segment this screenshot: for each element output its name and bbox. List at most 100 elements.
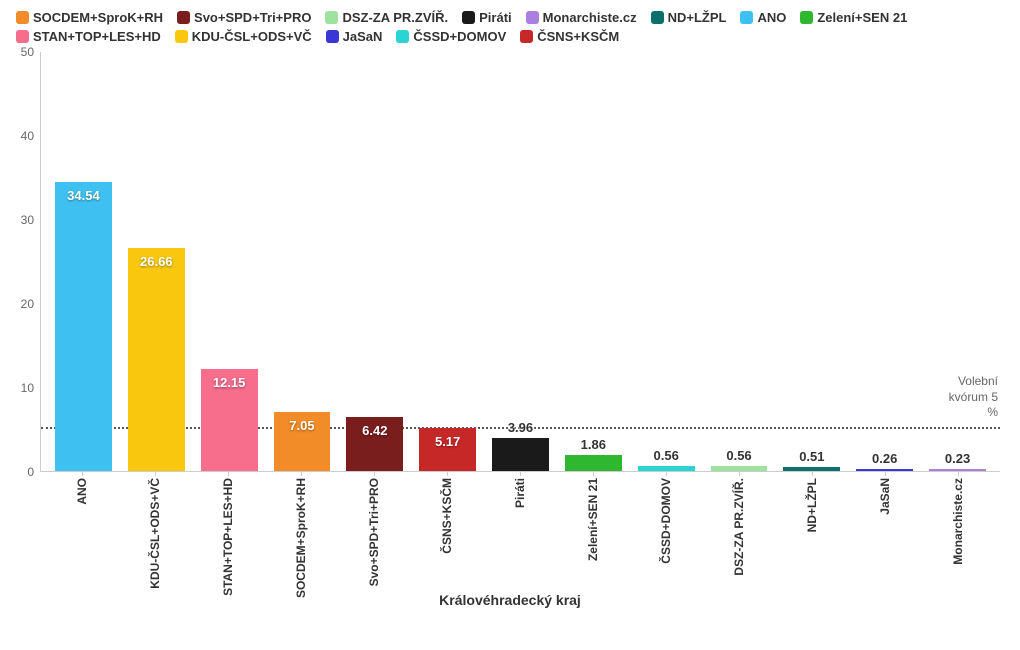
legend-item[interactable]: ANO xyxy=(740,10,786,25)
legend-swatch xyxy=(740,11,753,24)
legend-label: ČSNS+KSČM xyxy=(537,29,619,44)
bar[interactable]: 3.96 xyxy=(492,438,549,471)
x-label-slot: ČSSD+DOMOV xyxy=(629,472,702,592)
legend-swatch xyxy=(462,11,475,24)
bar-slot: 3.96 xyxy=(484,52,557,471)
bar[interactable]: 7.05 xyxy=(274,412,331,471)
bar-value-label: 5.17 xyxy=(435,434,460,449)
x-tick xyxy=(666,471,667,476)
x-label-slot: Svo+SPD+Tri+PRO xyxy=(338,472,411,592)
x-axis-label: STAN+TOP+LES+HD xyxy=(221,478,235,596)
bar-value-label: 0.56 xyxy=(654,448,679,463)
y-tick-label: 40 xyxy=(21,129,34,143)
legend: SOCDEM+SproK+RH Svo+SPD+Tri+PRO DSZ-ZA PR.… xyxy=(10,10,1010,44)
bar-value-label: 3.96 xyxy=(508,420,533,435)
x-tick xyxy=(958,471,959,476)
bar-value-label: 0.26 xyxy=(872,451,897,466)
legend-swatch xyxy=(16,11,29,24)
bar[interactable]: 12.15 xyxy=(201,369,258,471)
legend-swatch xyxy=(177,11,190,24)
bars-container: 34.5426.6612.157.056.425.173.961.860.560… xyxy=(41,52,1000,471)
legend-label: ANO xyxy=(757,10,786,25)
legend-label: SOCDEM+SproK+RH xyxy=(33,10,163,25)
bar[interactable]: 6.42 xyxy=(346,417,403,471)
y-tick-label: 50 xyxy=(21,45,34,59)
bar[interactable]: 26.66 xyxy=(128,248,185,471)
x-label-slot: STAN+TOP+LES+HD xyxy=(192,472,265,592)
legend-item[interactable]: Zelení+SEN 21 xyxy=(800,10,907,25)
legend-item[interactable]: KDU-ČSL+ODS+VČ xyxy=(175,29,312,44)
bar-slot: 1.86 xyxy=(557,52,630,471)
legend-swatch xyxy=(526,11,539,24)
bar-slot: 0.26 xyxy=(848,52,921,471)
y-tick-label: 20 xyxy=(21,297,34,311)
legend-label: Piráti xyxy=(479,10,512,25)
y-tick-label: 0 xyxy=(27,465,34,479)
legend-item[interactable]: ČSSD+DOMOV xyxy=(396,29,506,44)
x-tick xyxy=(885,471,886,476)
bar[interactable]: 5.17 xyxy=(419,428,476,471)
x-label-slot: Piráti xyxy=(484,472,557,592)
bar-value-label: 12.15 xyxy=(213,375,246,390)
x-label-slot: DSZ-ZA PR.ZVÍŘ. xyxy=(702,472,775,592)
bar-slot: 26.66 xyxy=(120,52,193,471)
x-axis-title: Královéhradecký kraj xyxy=(10,592,1010,608)
y-axis: 01020304050 xyxy=(12,52,40,472)
bar-slot: 12.15 xyxy=(193,52,266,471)
bar-value-label: 0.56 xyxy=(726,448,751,463)
x-tick xyxy=(228,471,229,476)
legend-item[interactable]: Monarchiste.cz xyxy=(526,10,637,25)
bar-value-label: 26.66 xyxy=(140,254,173,269)
x-axis-label: DSZ-ZA PR.ZVÍŘ. xyxy=(732,478,746,576)
x-axis-label: ČSNS+KSČM xyxy=(440,478,454,554)
x-tick xyxy=(593,471,594,476)
legend-item[interactable]: ND+LŽPL xyxy=(651,10,727,25)
legend-label: Monarchiste.cz xyxy=(543,10,637,25)
bar-value-label: 34.54 xyxy=(67,188,100,203)
bar-slot: 34.54 xyxy=(47,52,120,471)
bar[interactable]: 1.86 xyxy=(565,455,622,471)
legend-item[interactable]: ČSNS+KSČM xyxy=(520,29,619,44)
plot: Volební kvórum 5 % 34.5426.6612.157.056.… xyxy=(40,52,1000,472)
legend-swatch xyxy=(325,11,338,24)
legend-label: ND+LŽPL xyxy=(668,10,727,25)
legend-swatch xyxy=(651,11,664,24)
bar-slot: 0.56 xyxy=(630,52,703,471)
legend-label: JaSaN xyxy=(343,29,383,44)
x-axis-label: ČSSD+DOMOV xyxy=(659,478,673,564)
legend-swatch xyxy=(396,30,409,43)
x-axis-label: SOCDEM+SproK+RH xyxy=(294,478,308,598)
bar[interactable]: 34.54 xyxy=(55,182,112,471)
x-tick xyxy=(374,471,375,476)
x-axis-label: Monarchiste.cz xyxy=(951,478,965,565)
legend-label: ČSSD+DOMOV xyxy=(413,29,506,44)
bar-value-label: 0.51 xyxy=(799,449,824,464)
bar-value-label: 0.23 xyxy=(945,451,970,466)
legend-item[interactable]: SOCDEM+SproK+RH xyxy=(16,10,163,25)
legend-item[interactable]: STAN+TOP+LES+HD xyxy=(16,29,161,44)
legend-label: DSZ-ZA PR.ZVÍŘ. xyxy=(342,10,448,25)
x-label-slot: KDU-ČSL+ODS+VČ xyxy=(119,472,192,592)
bar-slot: 0.51 xyxy=(775,52,848,471)
x-tick xyxy=(812,471,813,476)
bar-slot: 5.17 xyxy=(411,52,484,471)
x-label-slot: ČSNS+KSČM xyxy=(411,472,484,592)
legend-label: KDU-ČSL+ODS+VČ xyxy=(192,29,312,44)
x-tick xyxy=(301,471,302,476)
legend-item[interactable]: JaSaN xyxy=(326,29,383,44)
x-tick xyxy=(520,471,521,476)
x-tick xyxy=(82,471,83,476)
x-label-slot: ND+LŽPL xyxy=(775,472,848,592)
x-label-slot: JaSaN xyxy=(848,472,921,592)
x-tick xyxy=(155,471,156,476)
legend-item[interactable]: DSZ-ZA PR.ZVÍŘ. xyxy=(325,10,448,25)
x-axis-labels: ANOKDU-ČSL+ODS+VČSTAN+TOP+LES+HDSOCDEM+S… xyxy=(40,472,1000,592)
legend-label: Svo+SPD+Tri+PRO xyxy=(194,10,311,25)
chart-plot-area: 01020304050 Volební kvórum 5 % 34.5426.6… xyxy=(40,52,1000,472)
legend-item[interactable]: Svo+SPD+Tri+PRO xyxy=(177,10,311,25)
x-label-slot: Monarchiste.cz xyxy=(921,472,994,592)
bar-slot: 7.05 xyxy=(266,52,339,471)
legend-item[interactable]: Piráti xyxy=(462,10,512,25)
x-tick xyxy=(447,471,448,476)
x-label-slot: ANO xyxy=(46,472,119,592)
